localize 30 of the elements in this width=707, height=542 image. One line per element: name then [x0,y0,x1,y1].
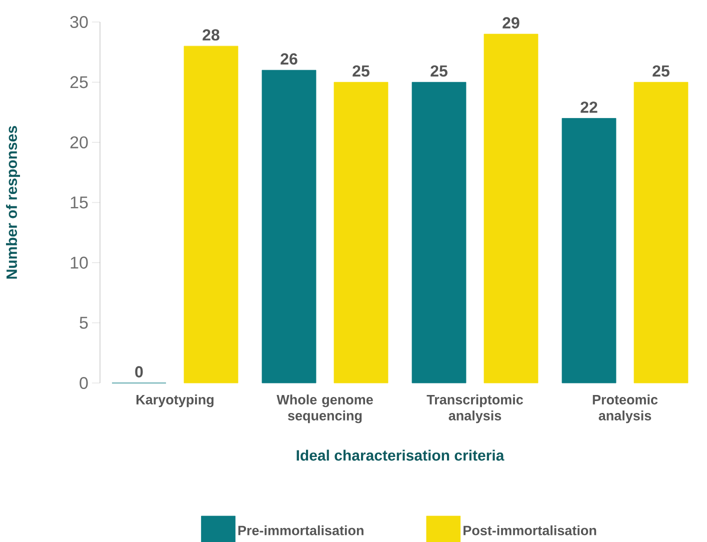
data-label: 25 [430,65,448,77]
x-axis-title: Ideal characterisation criteria [296,450,504,461]
bar [334,82,388,384]
data-label: 0 [135,366,143,378]
bar [484,34,538,384]
y-tick-label: 20 [70,136,88,148]
legend-label: Post-immortalisation [464,525,596,536]
data-label: 29 [502,17,520,29]
data-label: 22 [580,102,598,113]
x-tick-label: Karyotyping [136,394,214,408]
legend-label: Pre-immortalisation [238,525,364,536]
y-tick-label: 30 [70,16,88,28]
x-tick-label: Transcriptomic analysis [426,394,524,424]
y-tick-label: 25 [70,76,88,88]
bar [412,82,466,384]
y-tick-label: 10 [70,256,88,269]
y-tick-label: 15 [70,196,88,208]
data-label: 25 [352,65,370,77]
data-label: 26 [280,53,298,65]
bar [262,70,316,384]
x-tick-label: Proteomic analysis [592,394,658,424]
x-tick-label: Whole genome sequencing [276,394,373,424]
y-tick-label: 0 [80,376,88,390]
bar [562,118,616,384]
y-tick-label: 5 [80,316,88,329]
bar [634,82,688,384]
bar [184,46,238,384]
y-axis-title: Number of responses [6,126,20,279]
data-label: 28 [202,29,220,41]
data-label: 25 [652,65,670,77]
